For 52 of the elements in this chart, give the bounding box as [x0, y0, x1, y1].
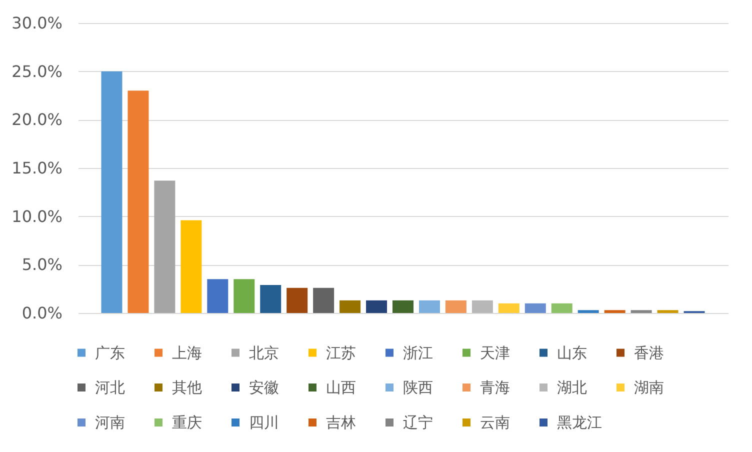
- bar: [498, 303, 520, 313]
- legend-label: 安徽: [249, 378, 279, 396]
- bar: [101, 71, 122, 313]
- legend-label: 吉林: [326, 414, 356, 432]
- bar: [313, 288, 334, 313]
- bar: [340, 300, 361, 313]
- bar: [604, 310, 626, 313]
- bar: [154, 180, 176, 313]
- bar: [551, 303, 572, 313]
- legend-label: 山西: [326, 378, 356, 396]
- y-tick-label: 15.0%: [12, 158, 62, 178]
- bar: [657, 310, 678, 313]
- bar: [392, 300, 414, 313]
- bar: [472, 300, 493, 313]
- bar: [630, 310, 652, 313]
- legend-label: 香港: [634, 344, 664, 362]
- legend-label: 广东: [95, 344, 125, 362]
- y-tick-label: 25.0%: [12, 62, 62, 81]
- y-tick-label: 30.0%: [12, 14, 62, 32]
- legend-label: 河南: [95, 414, 125, 432]
- legend-label: 浙江: [403, 344, 433, 362]
- legend-label: 重庆: [172, 414, 202, 432]
- bar: [234, 279, 255, 313]
- legend-label: 湖北: [557, 378, 587, 396]
- legend-label: 北京: [249, 344, 279, 362]
- legend-label: 湖南: [634, 378, 664, 396]
- legend-label: 陕西: [403, 378, 433, 396]
- y-tick-label: 5.0%: [22, 255, 62, 274]
- legend-label: 上海: [172, 344, 202, 362]
- bar: [578, 310, 599, 313]
- legend-label: 云南: [480, 414, 510, 432]
- legend-label: 河北: [95, 378, 125, 396]
- bar: [366, 300, 388, 313]
- y-tick-label: 0.0%: [22, 304, 62, 322]
- y-tick-label: 20.0%: [12, 110, 62, 130]
- legend-label: 青海: [480, 378, 510, 396]
- legend-label: 其他: [172, 378, 202, 396]
- bar: [445, 300, 466, 313]
- bar: [180, 220, 202, 313]
- bar: [260, 284, 282, 313]
- legend-label: 山东: [557, 344, 587, 362]
- bar: [128, 90, 149, 313]
- bar: [207, 279, 228, 313]
- legend-label: 黑龙江: [557, 414, 602, 432]
- bar: [524, 303, 546, 313]
- legend-label: 辽宁: [403, 414, 433, 432]
- legend-label: 天津: [480, 344, 510, 362]
- legend-label: 四川: [249, 414, 279, 432]
- bar: [286, 288, 308, 313]
- y-tick-label: 10.0%: [12, 206, 62, 226]
- legend-label: 江苏: [326, 344, 356, 362]
- bar: [418, 300, 440, 313]
